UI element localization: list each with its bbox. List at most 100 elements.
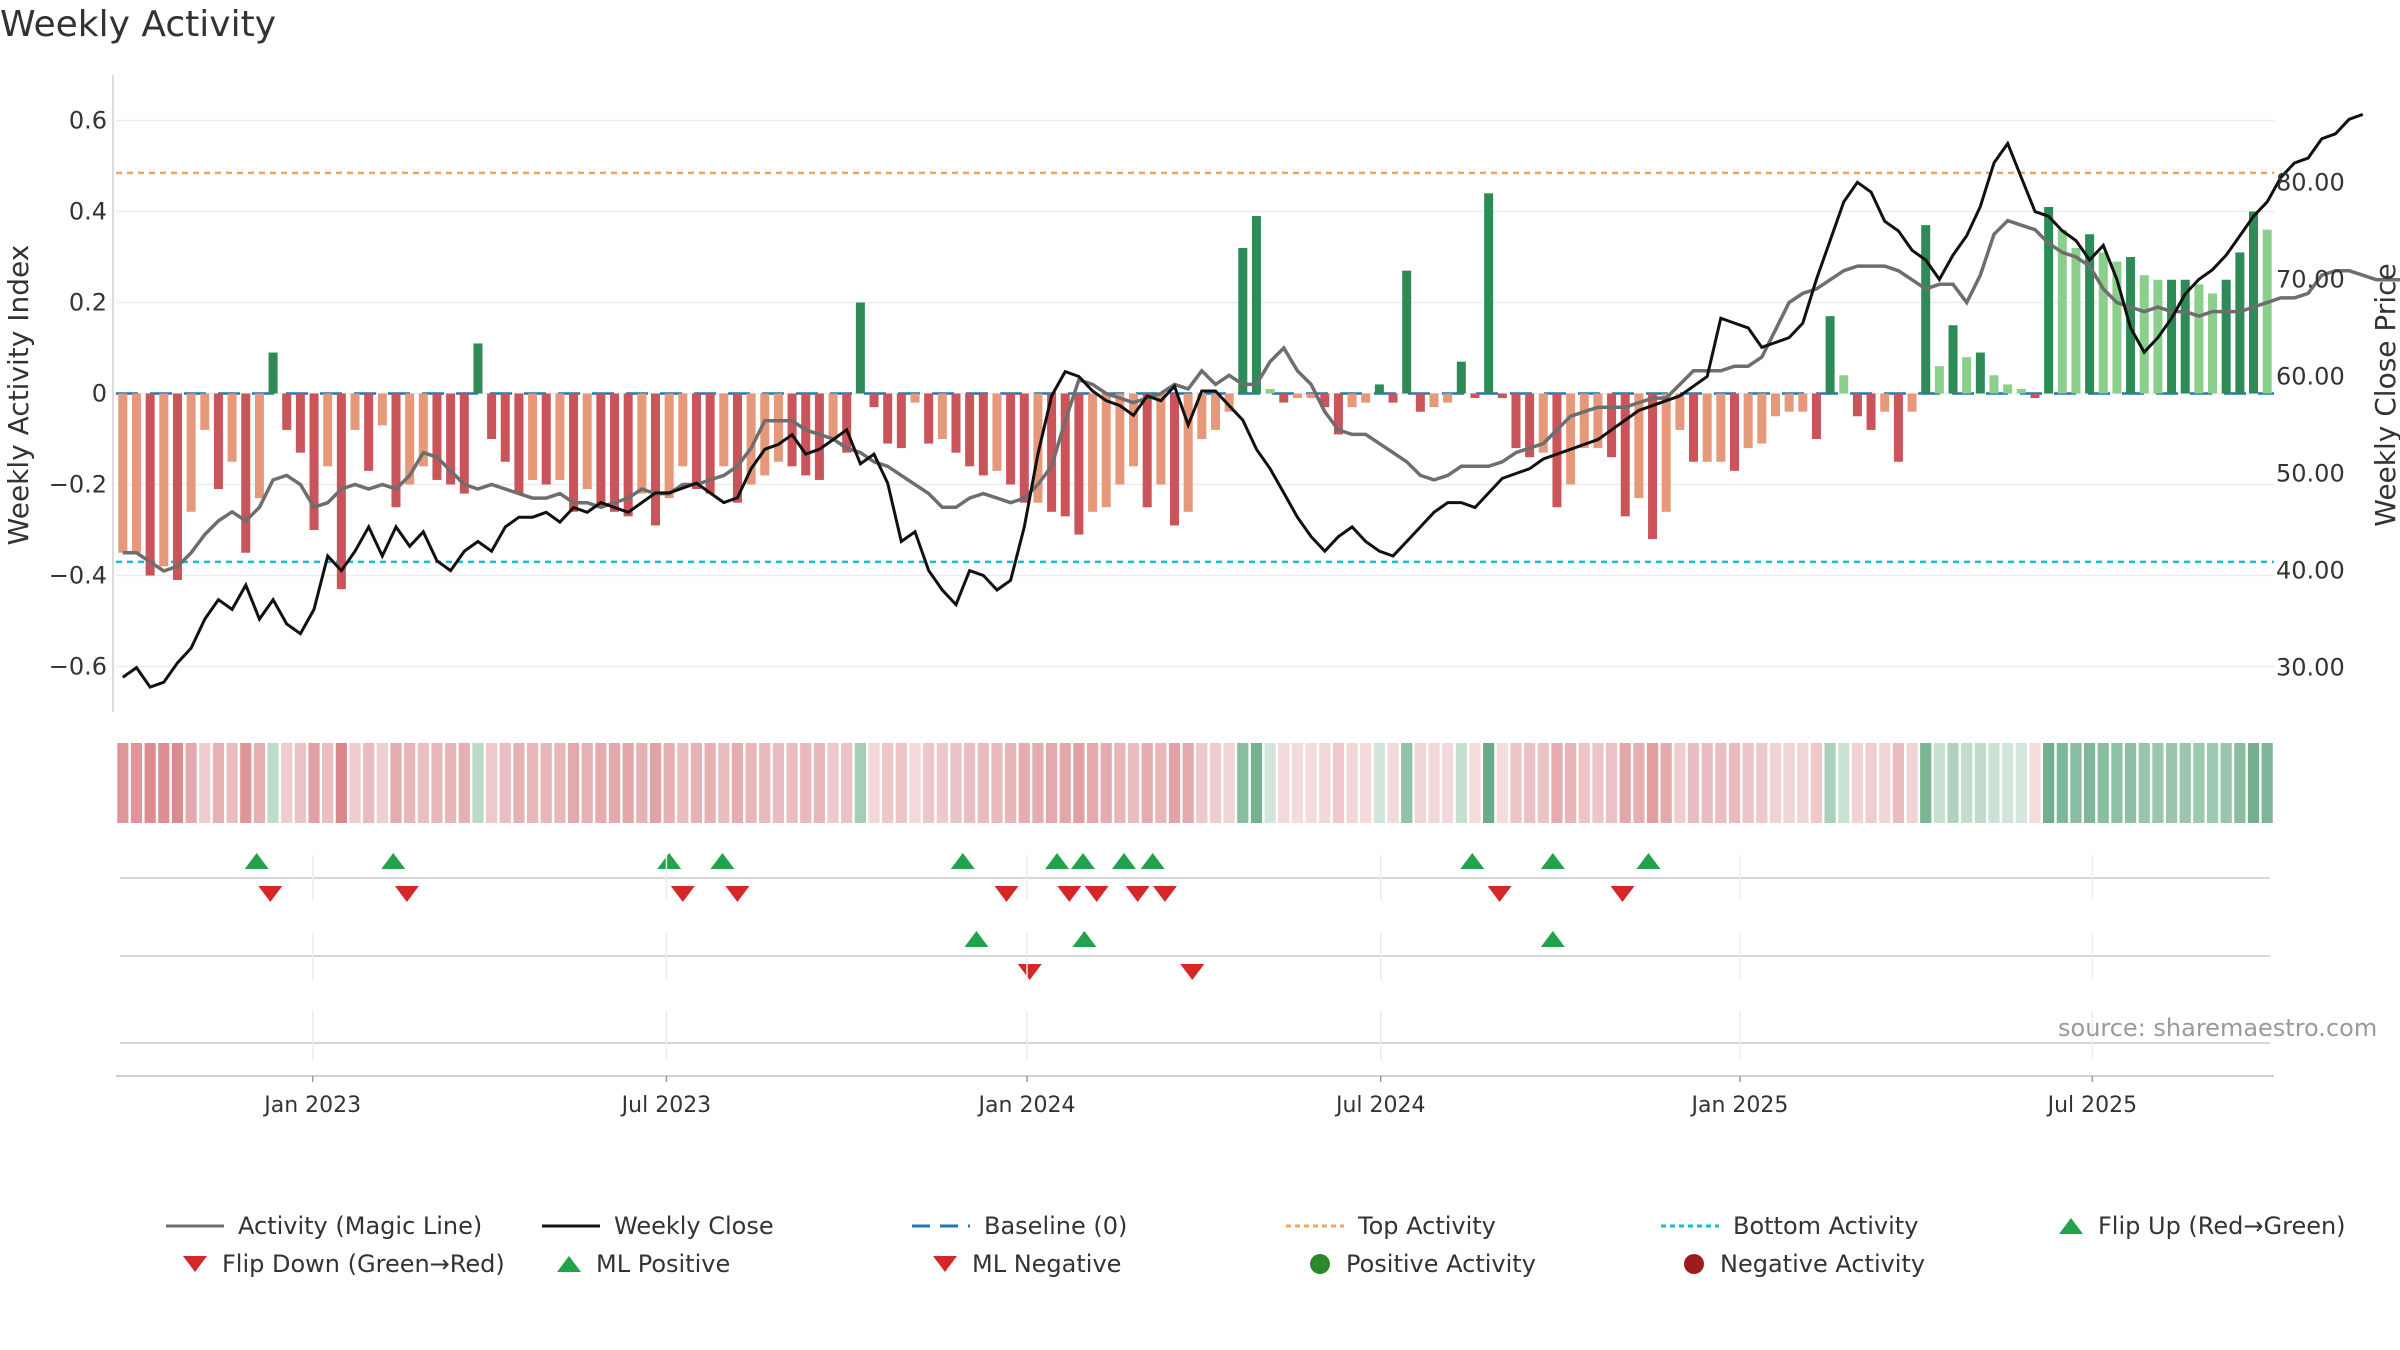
activity-bar <box>145 393 155 576</box>
legend-label: Negative Activity <box>1720 1250 1926 1278</box>
activity-bar <box>487 393 497 439</box>
activity-bar <box>610 393 620 512</box>
activity-bar <box>924 393 934 444</box>
activity-bar <box>1975 352 1985 394</box>
flip-up-marker <box>1540 853 1565 869</box>
activity-bar <box>1361 393 1371 403</box>
heat-cell <box>1455 743 1467 823</box>
heat-cell <box>1892 743 1904 823</box>
activity-bar <box>855 302 865 394</box>
legend-swatch-marker <box>557 1256 581 1272</box>
y2-axis-label: Weekly Close Price <box>2369 263 2400 526</box>
heat-cell <box>1646 743 1659 823</box>
activity-bar <box>664 393 674 499</box>
heat-cell <box>1879 743 1891 823</box>
flip-down-marker <box>1487 886 1512 902</box>
activity-bar <box>2167 279 2177 394</box>
heat-cell <box>813 743 825 823</box>
activity-bar <box>241 393 251 553</box>
flip-up-marker <box>710 853 735 869</box>
activity-bar <box>186 393 196 512</box>
heat-cell <box>1291 743 1304 823</box>
activity-bar <box>200 393 210 430</box>
activity-bar <box>1634 393 1644 499</box>
heat-cell <box>2234 743 2246 823</box>
y-tick-label: 0.4 <box>69 198 107 226</box>
legend-swatch <box>557 1256 581 1272</box>
heat-cell <box>1360 743 1372 823</box>
activity-bar <box>1866 393 1876 430</box>
activity-bar <box>1374 384 1384 394</box>
heat-cell <box>376 743 388 823</box>
activity-bar <box>1415 393 1425 412</box>
heat-cell <box>2220 743 2232 823</box>
activity-bar <box>1893 393 1903 462</box>
heat-cell <box>786 743 798 823</box>
heat-cell <box>950 743 962 823</box>
activity-bar <box>910 393 920 403</box>
legend-label: Flip Up (Red→Green) <box>2098 1212 2346 1240</box>
activity-bar <box>1620 393 1630 517</box>
legend-label: Weekly Close <box>614 1212 774 1240</box>
activity-bar <box>691 393 701 490</box>
activity-bar <box>1265 388 1275 394</box>
y-axis-label: Weekly Activity Index <box>2 245 35 546</box>
heat-cell <box>185 743 197 823</box>
heat-cell <box>1619 743 1631 823</box>
heat-cell <box>608 743 621 823</box>
heat-cell <box>1196 743 1208 823</box>
heat-cell <box>2206 743 2219 823</box>
heat-cell <box>294 743 306 823</box>
legend-swatch-marker <box>933 1256 957 1272</box>
heat-cell <box>445 743 457 823</box>
heat-cell <box>2193 743 2205 823</box>
heat-cell <box>854 743 866 823</box>
heat-cell <box>909 743 921 823</box>
legend-swatch <box>1661 1224 1719 1228</box>
x-tick-label: Jan 2023 <box>262 1093 361 1118</box>
activity-bar <box>1224 393 1234 412</box>
activity-bar <box>1006 393 1016 485</box>
activity-bar <box>2085 234 2095 394</box>
activity-bar <box>1170 393 1180 526</box>
heat-cell <box>2084 743 2096 823</box>
activity-bar <box>2221 279 2231 394</box>
activity-bar <box>500 393 510 462</box>
activity-bar <box>1839 375 1849 394</box>
activity-bar <box>309 393 319 530</box>
heat-cell <box>2029 743 2041 823</box>
heat-cell <box>199 743 211 823</box>
activity-bar <box>1689 393 1699 462</box>
legend-item-magic: Activity (Magic Line) <box>166 1207 482 1245</box>
series-lines <box>121 112 2400 689</box>
activity-bar <box>2044 206 2054 394</box>
heat-cell <box>363 743 375 823</box>
ml-positive-marker <box>1540 931 1565 947</box>
heat-cell <box>1715 743 1727 823</box>
legend-swatch <box>542 1224 600 1228</box>
flip-up-marker <box>381 853 406 869</box>
heat-cell <box>2165 743 2178 823</box>
activity-bar <box>528 393 538 480</box>
heat-cell <box>827 743 839 823</box>
heat-cell <box>1701 743 1713 823</box>
activity-bar <box>650 393 661 526</box>
legend-item-close: Weekly Close <box>542 1207 774 1245</box>
heat-cell <box>923 743 935 823</box>
activity-bar <box>473 343 483 394</box>
heat-cell <box>1551 743 1563 823</box>
heat-cell <box>1783 743 1795 823</box>
activity-bar <box>1251 216 1261 394</box>
x-tick-label: Jan 2024 <box>977 1093 1076 1118</box>
flip-down-marker <box>394 886 419 902</box>
heat-cell <box>1838 743 1850 823</box>
heat-cell <box>1059 743 1071 823</box>
flip-down-marker <box>725 886 750 902</box>
heat-cell <box>117 743 129 823</box>
activity-bar <box>2249 211 2259 394</box>
activity-bar <box>254 393 264 499</box>
activity-bar <box>1525 393 1535 458</box>
activity-bar <box>350 393 360 430</box>
activity-bar <box>1579 393 1589 449</box>
activity-bar <box>1210 393 1220 430</box>
